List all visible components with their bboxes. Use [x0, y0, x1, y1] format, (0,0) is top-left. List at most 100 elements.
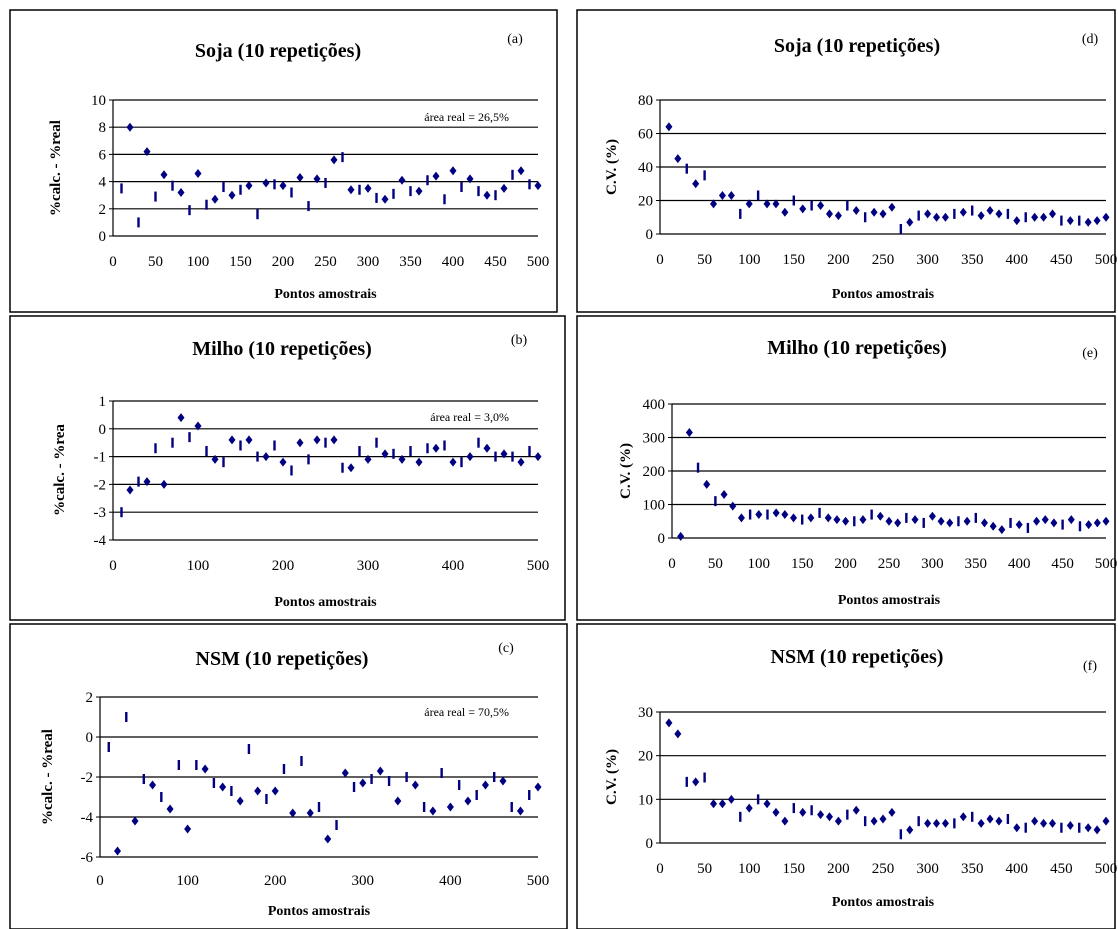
data-point [924, 209, 932, 219]
data-point [792, 195, 795, 206]
y-tick-label: 0 [99, 229, 107, 245]
data-point [195, 760, 198, 770]
panel-letter: (c) [498, 641, 514, 656]
data-point [392, 448, 395, 459]
data-point [341, 152, 344, 163]
y-tick-label: 2 [86, 690, 94, 706]
data-point [995, 816, 1003, 826]
x-tick-label: 350 [961, 861, 984, 877]
data-point [432, 443, 440, 453]
data-point [415, 186, 423, 196]
x-tick-label: 250 [872, 252, 895, 268]
data-point [166, 804, 174, 814]
data-point [313, 435, 321, 445]
panel-letter: (b) [511, 333, 528, 348]
data-point [1033, 516, 1041, 526]
data-point [1024, 212, 1027, 223]
x-tick-label: 350 [399, 254, 422, 270]
data-point [211, 194, 219, 204]
x-axis-label: Pontos amostrais [274, 287, 377, 302]
x-tick-label: 200 [834, 556, 857, 572]
data-point [306, 808, 314, 818]
data-point [825, 209, 833, 219]
data-point [290, 465, 293, 476]
data-point [748, 509, 752, 520]
data-point [307, 454, 310, 465]
data-point [998, 525, 1006, 535]
x-tick-label: 100 [187, 558, 210, 574]
data-point [290, 187, 293, 198]
data-point [1048, 818, 1056, 828]
data-point [265, 794, 268, 804]
data-point [801, 514, 804, 525]
y-tick-label: 2 [99, 202, 107, 218]
data-point [1066, 216, 1074, 226]
data-point [745, 199, 753, 209]
data-point [834, 816, 842, 826]
x-tick-label: 150 [229, 254, 252, 270]
x-tick-label: 500 [1095, 861, 1118, 877]
data-point [194, 421, 202, 431]
panel-letter: (d) [1082, 32, 1099, 47]
data-point [120, 183, 123, 194]
x-tick-label: 500 [527, 254, 550, 270]
x-tick-label: 200 [827, 252, 850, 268]
data-point [763, 799, 771, 809]
x-tick-label: 150 [783, 861, 806, 877]
chart-title: Milho (10 repetições) [767, 337, 947, 359]
data-point [989, 521, 997, 531]
data-point [766, 509, 769, 520]
data-point [863, 816, 867, 827]
data-point [466, 452, 474, 462]
data-point [846, 200, 849, 211]
data-point [894, 518, 902, 528]
x-tick-label: 200 [827, 861, 850, 877]
data-point [330, 435, 338, 445]
data-point [219, 782, 227, 792]
data-point [817, 201, 825, 211]
data-point [899, 223, 903, 234]
data-point [933, 818, 941, 828]
data-point [1006, 813, 1010, 824]
data-point [358, 446, 361, 457]
data-point [324, 834, 332, 844]
panel-letter: (a) [507, 32, 523, 47]
data-point [859, 515, 867, 525]
panel-frame [576, 623, 1116, 929]
data-point [426, 175, 429, 186]
data-point [171, 437, 174, 448]
data-point [1040, 818, 1048, 828]
data-point [205, 446, 208, 457]
x-tick-label: 500 [1095, 556, 1118, 572]
data-point [460, 182, 463, 193]
data-point [870, 816, 878, 826]
data-point [986, 206, 994, 216]
data-point [703, 170, 706, 181]
data-point [846, 809, 849, 820]
data-point [928, 511, 936, 521]
data-point [429, 806, 437, 816]
data-point [511, 451, 514, 462]
data-point [772, 508, 780, 518]
data-point [142, 774, 145, 784]
data-point [959, 812, 967, 822]
data-point [528, 446, 531, 457]
x-tick-label: 50 [708, 556, 723, 572]
data-point [1085, 520, 1093, 530]
data-point [825, 812, 833, 822]
data-point [125, 712, 128, 722]
data-point [107, 742, 110, 752]
data-point [160, 170, 168, 180]
data-point [696, 462, 700, 473]
data-point [833, 515, 841, 525]
data-point [188, 205, 191, 216]
x-tick-label: 400 [442, 254, 465, 270]
data-point [154, 191, 157, 202]
data-point [516, 806, 524, 816]
data-point [201, 764, 209, 774]
data-point [160, 479, 168, 489]
y-tick-label: 0 [99, 422, 107, 438]
panel-letter: (f) [1083, 659, 1097, 674]
data-point [352, 782, 356, 792]
